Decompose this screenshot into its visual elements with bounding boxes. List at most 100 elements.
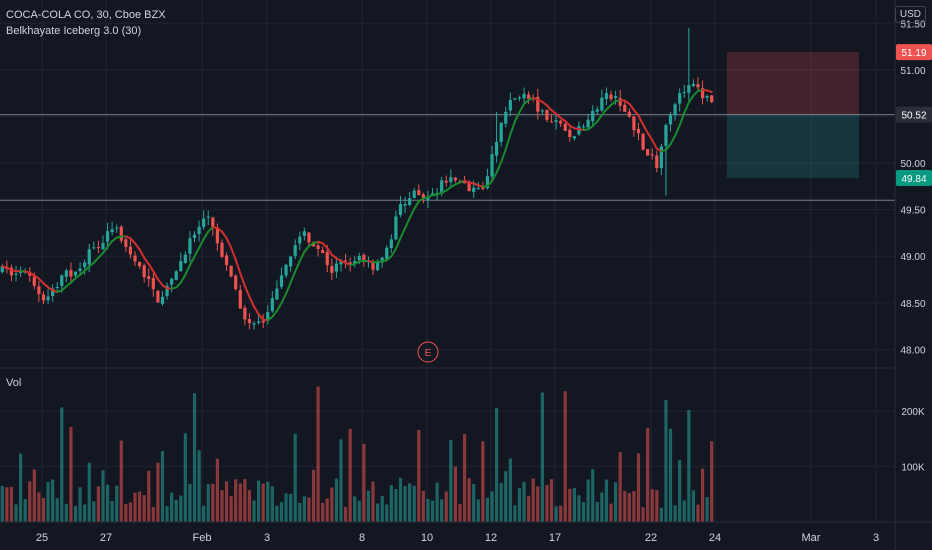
moving-average-segment	[138, 248, 146, 259]
indicator-title[interactable]: Belkhayate Iceberg 3.0 (30)	[6, 25, 142, 37]
volume-bar	[41, 498, 46, 522]
volume-bar	[92, 501, 96, 522]
volume-bar	[261, 483, 265, 522]
volume-bar	[270, 486, 274, 522]
volume-bar	[627, 492, 631, 522]
moving-average-segment	[106, 240, 114, 248]
candle-body	[266, 312, 270, 321]
candle-body	[128, 246, 133, 255]
candle-body	[430, 193, 435, 195]
candle-body	[238, 290, 242, 309]
moving-average-segment	[632, 108, 640, 117]
candle-body	[604, 93, 609, 100]
candle-body	[156, 290, 160, 303]
volume-bar	[96, 486, 101, 522]
candle-body	[9, 267, 14, 276]
price-tick-label: 48.50	[900, 299, 925, 310]
moving-average-segment	[207, 226, 214, 233]
candle-body	[110, 229, 114, 233]
candle-body	[440, 180, 444, 194]
moving-average-segment	[37, 277, 45, 285]
volume-bar	[353, 496, 357, 522]
time-tick-label: 24	[709, 532, 721, 544]
candle-body	[545, 109, 549, 120]
moving-average-segment	[188, 255, 196, 267]
volume-bar	[284, 493, 288, 522]
moving-average-segment	[92, 256, 100, 264]
volume-bar	[87, 462, 91, 522]
candle-body	[490, 154, 494, 177]
position-tool[interactable]	[727, 52, 859, 178]
moving-average-segment	[147, 263, 155, 273]
price-tick-label: 50.00	[900, 159, 925, 170]
volume-bar	[426, 498, 430, 522]
volume-bar	[623, 491, 627, 522]
symbol-title[interactable]: COCA-COLA CO, 30, Cboe BZX	[6, 9, 166, 21]
moving-average-segment	[404, 217, 411, 230]
time-axis[interactable]: 25 27 Feb 3 8 10 12 17 22 24 Mar 3	[36, 532, 879, 544]
moving-average-segment	[175, 281, 182, 289]
candle-body	[348, 262, 352, 265]
moving-average-segment	[394, 236, 402, 250]
time-tick-label: 22	[645, 532, 657, 544]
candle-body	[581, 126, 586, 128]
candle-body	[133, 255, 137, 262]
earnings-marker[interactable]: E	[417, 341, 439, 363]
volume-bar	[440, 499, 444, 522]
volume-bar	[366, 490, 371, 522]
moving-average-segment	[248, 295, 256, 308]
candle-body	[60, 275, 64, 286]
candle-body	[69, 270, 73, 277]
volume-bar	[234, 479, 238, 522]
volume-bar	[403, 486, 407, 522]
candle-body	[421, 194, 425, 199]
candle-body	[339, 261, 343, 265]
time-tick-label: 27	[100, 532, 112, 544]
volume-bar	[211, 483, 215, 522]
volume-tick-label: 100K	[901, 463, 925, 474]
volume-bar	[60, 407, 64, 522]
candlesticks	[0, 27, 714, 330]
moving-average-segment	[202, 230, 210, 240]
candle-body	[462, 182, 467, 184]
horizontal-lines[interactable]	[0, 114, 895, 201]
candle-body	[202, 218, 206, 227]
moving-average-segment	[79, 269, 86, 276]
volume-bar	[128, 502, 133, 522]
volume-bar	[554, 506, 558, 522]
volume-bar	[14, 504, 18, 522]
volume-bar	[110, 501, 114, 522]
moving-average-segment	[83, 265, 91, 272]
volume-bar	[371, 481, 375, 522]
volume-bar	[444, 491, 448, 522]
volume-bar	[183, 433, 187, 522]
candle-body	[696, 84, 700, 88]
volume-bar	[375, 503, 380, 522]
moving-average-segment	[664, 143, 672, 151]
volume-bar	[101, 470, 105, 522]
moving-average-segment	[179, 273, 187, 284]
volume-bar	[453, 466, 458, 522]
candle-body	[215, 227, 220, 244]
volume-bar	[641, 507, 645, 522]
currency-button[interactable]: USD	[894, 6, 926, 23]
volume-bar	[527, 495, 531, 522]
volume-bar	[618, 452, 622, 522]
candle-body	[600, 97, 604, 111]
candle-body	[540, 110, 544, 112]
price-label-box	[896, 169, 932, 186]
candle-body	[197, 226, 201, 234]
moving-average-segment	[184, 264, 191, 276]
candle-body	[105, 231, 110, 242]
volume-pane-title[interactable]: Vol	[6, 377, 22, 389]
volume-bar	[545, 485, 549, 522]
moving-average-segment	[642, 123, 649, 134]
candle-body	[700, 88, 705, 99]
volume-bar	[636, 453, 641, 522]
time-tick-label: 3	[873, 532, 879, 544]
volume-bar	[78, 487, 82, 522]
volume-bar	[325, 498, 329, 522]
earnings-marker-circle[interactable]	[417, 341, 439, 363]
volume-bar	[5, 487, 9, 522]
